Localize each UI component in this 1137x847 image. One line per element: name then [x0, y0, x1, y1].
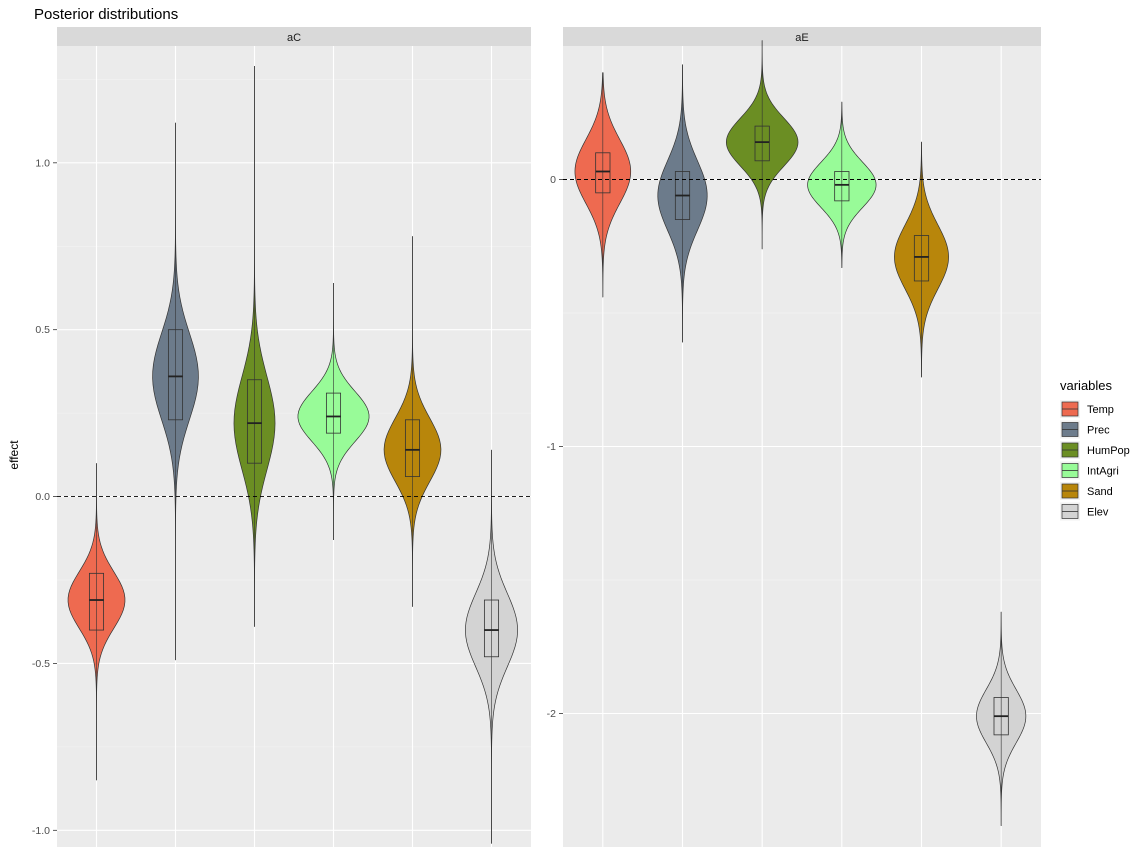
legend-label: HumPop [1087, 445, 1130, 457]
violin-sand [894, 141, 949, 378]
y-tick-label: -0.5 [32, 658, 50, 670]
y-tick-label: 0 [550, 174, 556, 186]
box [246, 379, 263, 464]
box [913, 235, 930, 282]
box [834, 171, 850, 202]
violin-sand [383, 236, 442, 607]
legend-label: IntAgri [1087, 466, 1119, 478]
panel-aC: aC -1.0 -0.5 0.0 0.5 1.0 [32, 27, 531, 847]
violin-temp [574, 72, 632, 298]
violin-prec [657, 64, 708, 343]
legend-label: Elev [1087, 507, 1109, 519]
box [167, 329, 184, 421]
violin-elev [976, 611, 1027, 826]
y-tick-label: 1.0 [35, 157, 50, 169]
y-axis-title: effect [7, 440, 21, 470]
facet-strip-label: aC [287, 32, 301, 44]
box [325, 392, 342, 434]
box [754, 125, 770, 162]
legend-item-temp: Temp [1060, 400, 1114, 418]
box [483, 599, 500, 658]
violin-humpop [233, 66, 276, 627]
facet-strip [57, 27, 531, 46]
violin-intagri [807, 101, 877, 268]
legend-title: variables [1060, 378, 1113, 393]
y-tick-label: 0.0 [35, 491, 50, 503]
legend-item-sand: Sand [1060, 482, 1113, 500]
y-tick-label: -1.0 [32, 825, 50, 837]
legend-item-humpop: HumPop [1060, 441, 1130, 459]
violin-elev [465, 449, 518, 844]
box [595, 152, 611, 194]
violin-prec [152, 122, 199, 661]
box [404, 419, 421, 477]
legend-item-prec: Prec [1060, 420, 1110, 439]
legend: variables Temp Prec HumPop IntAgri Sand Elev [1060, 378, 1130, 521]
y-tick-label: -1 [547, 441, 556, 453]
legend-label: Prec [1087, 425, 1110, 437]
facet-strip [563, 27, 1041, 46]
violin-humpop [725, 40, 799, 250]
y-tick-label: -2 [547, 708, 556, 720]
box [88, 572, 105, 631]
chart-title: Posterior distributions [34, 6, 178, 23]
violin-temp [67, 463, 126, 781]
violin-intagri [297, 282, 370, 540]
facet-panels: aC -1.0 -0.5 0.0 0.5 1.0 aE -2 -1 0 [32, 27, 1041, 847]
panel-background [57, 46, 531, 847]
facet-strip-label: aE [795, 32, 808, 44]
legend-item-elev: Elev [1060, 502, 1109, 521]
panel-aE: aE -2 -1 0 [547, 27, 1041, 847]
legend-label: Sand [1087, 486, 1113, 498]
legend-label: Temp [1087, 404, 1114, 416]
legend-item-intagri: IntAgri [1060, 461, 1119, 480]
y-tick-label: 0.5 [35, 324, 50, 336]
